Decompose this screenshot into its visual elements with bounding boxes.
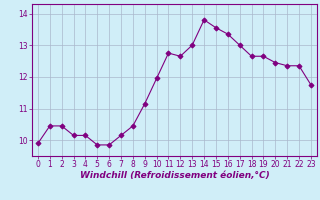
X-axis label: Windchill (Refroidissement éolien,°C): Windchill (Refroidissement éolien,°C) (80, 171, 269, 180)
